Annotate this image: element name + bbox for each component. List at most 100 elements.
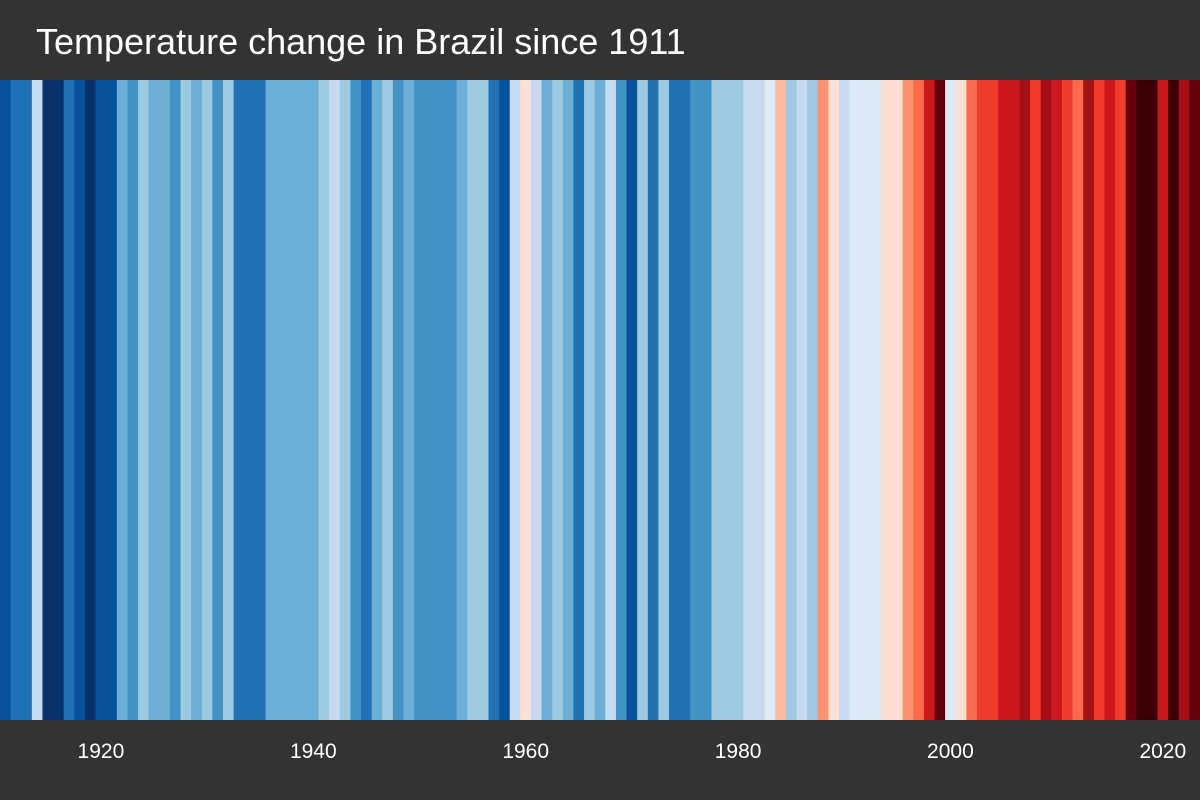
stripe-1975: [679, 80, 691, 720]
stripe-1971: [637, 80, 649, 720]
stripe-1922: [116, 80, 129, 720]
stripe-1936: [265, 80, 277, 720]
stripe-1963: [552, 80, 564, 720]
stripe-1942: [329, 80, 341, 720]
stripe-2000: [945, 80, 957, 720]
stripe-1962: [541, 80, 553, 720]
stripe-1911: [0, 80, 12, 720]
stripe-2020: [1157, 80, 1169, 720]
stripe-1919: [84, 80, 97, 720]
stripe-1997: [913, 80, 925, 720]
stripe-1996: [902, 80, 914, 720]
stripe-1961: [530, 80, 543, 720]
stripe-1960: [520, 80, 532, 720]
stripe-1957: [488, 80, 500, 720]
stripe-1984: [775, 80, 787, 720]
stripe-1985: [785, 80, 798, 720]
stripe-1966: [584, 80, 596, 720]
stripe-1983: [764, 80, 776, 720]
warming-stripes: [0, 80, 1200, 720]
stripe-2004: [987, 80, 999, 720]
stripe-1939: [297, 80, 309, 720]
stripe-1924: [138, 80, 150, 720]
stripe-1967: [594, 80, 606, 720]
stripe-group: [0, 80, 1200, 720]
stripe-1981: [743, 80, 755, 720]
stripe-1930: [201, 80, 213, 720]
stripe-1973: [658, 80, 670, 720]
stripe-1950: [414, 80, 426, 720]
stripe-2005: [998, 80, 1010, 720]
stripe-1990: [838, 80, 851, 720]
stripe-1958: [499, 80, 511, 720]
stripe-1993: [870, 80, 883, 720]
stripe-1954: [456, 80, 468, 720]
stripe-2008: [1030, 80, 1042, 720]
stripe-1933: [233, 80, 245, 720]
stripe-1982: [753, 80, 766, 720]
stripe-1999: [934, 80, 946, 720]
stripe-1927: [169, 80, 182, 720]
stripe-1912: [10, 80, 22, 720]
stripe-1913: [21, 80, 33, 720]
stripe-1943: [339, 80, 352, 720]
stripe-2006: [1008, 80, 1021, 720]
x-axis: 1920 1940 1960 1980 2000 2020: [0, 720, 1200, 800]
stripe-2009: [1040, 80, 1052, 720]
stripe-1914: [31, 80, 44, 720]
stripe-2007: [1019, 80, 1031, 720]
stripe-1916: [53, 80, 65, 720]
stripe-2010: [1051, 80, 1063, 720]
stripe-1948: [392, 80, 405, 720]
stripe-2023: [1189, 80, 1200, 720]
stripe-1986: [796, 80, 808, 720]
stripe-1991: [849, 80, 861, 720]
stripe-1974: [669, 80, 681, 720]
stripe-1915: [42, 80, 54, 720]
tick-label-1980: 1980: [714, 740, 762, 763]
stripe-1959: [509, 80, 521, 720]
stripe-1920: [95, 80, 107, 720]
tick-label-2020: 2020: [1139, 740, 1187, 763]
stripe-1928: [180, 80, 192, 720]
stripe-2003: [976, 80, 989, 720]
stripe-1978: [711, 80, 723, 720]
tick-label-2000: 2000: [927, 740, 974, 763]
stripe-1980: [732, 80, 744, 720]
tick-label-1920: 1920: [77, 740, 125, 763]
stripe-1938: [286, 80, 298, 720]
stripe-1994: [881, 80, 893, 720]
stripe-1944: [350, 80, 362, 720]
stripe-2012: [1072, 80, 1084, 720]
stripe-2011: [1061, 80, 1074, 720]
stripe-1979: [722, 80, 734, 720]
stripe-1946: [371, 80, 383, 720]
stripe-2001: [955, 80, 967, 720]
stripe-1988: [817, 80, 829, 720]
stripe-1952: [435, 80, 447, 720]
stripe-1955: [467, 80, 479, 720]
stripe-1947: [382, 80, 394, 720]
stripe-1931: [212, 80, 224, 720]
stripe-1949: [403, 80, 415, 720]
stripe-2013: [1083, 80, 1095, 720]
stripe-1964: [562, 80, 575, 720]
stripe-1953: [446, 80, 458, 720]
stripe-1965: [573, 80, 585, 720]
stripe-2019: [1146, 80, 1159, 720]
stripe-1970: [626, 80, 638, 720]
stripe-1918: [74, 80, 86, 720]
stripe-1987: [807, 80, 819, 720]
stripe-1937: [276, 80, 288, 720]
stripe-1917: [63, 80, 75, 720]
stripe-1969: [615, 80, 628, 720]
stripe-2016: [1115, 80, 1127, 720]
tick-label-1960: 1960: [502, 740, 550, 763]
stripe-1923: [127, 80, 139, 720]
stripe-1934: [244, 80, 256, 720]
stripe-1976: [690, 80, 702, 720]
stripe-2014: [1093, 80, 1106, 720]
stripe-2018: [1136, 80, 1148, 720]
stripe-1925: [148, 80, 160, 720]
